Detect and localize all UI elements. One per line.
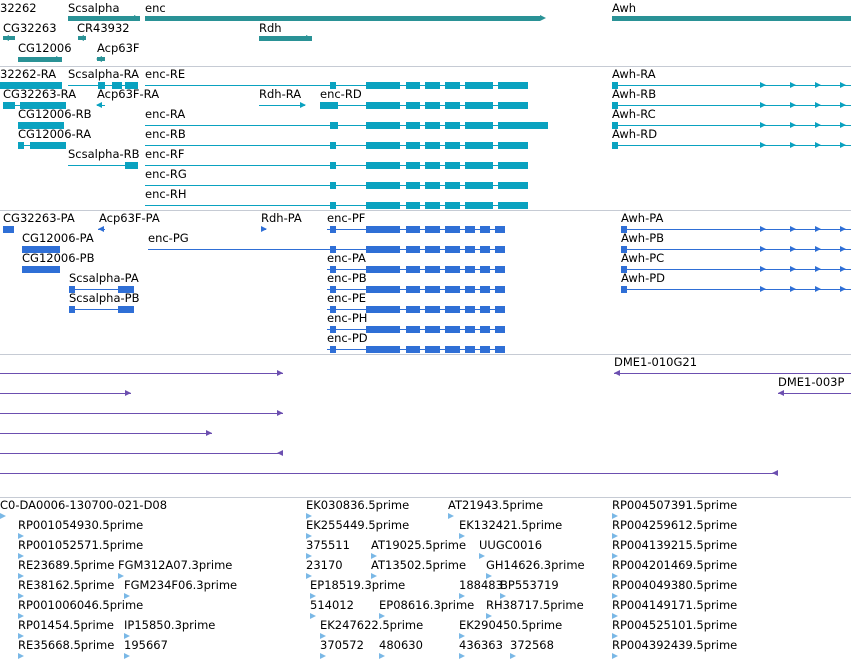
transcripts-label[interactable]: CG32263-RA bbox=[3, 87, 77, 101]
proteins-label[interactable]: Acp63F-PA bbox=[99, 211, 160, 225]
ests-label[interactable]: 514012 bbox=[310, 598, 354, 612]
ests-label[interactable]: RP004139215.5prime bbox=[612, 538, 738, 552]
transcripts-label[interactable]: enc-RD bbox=[320, 87, 362, 101]
transcripts-label[interactable]: CG12006-RB bbox=[18, 107, 92, 121]
ests-label[interactable]: AT19025.5prime bbox=[371, 538, 467, 552]
ests-label[interactable]: RP001006046.5prime bbox=[18, 598, 144, 612]
ests-label[interactable]: RP004049380.5prime bbox=[612, 578, 738, 592]
ests-label[interactable]: 436363 bbox=[459, 638, 503, 652]
proteins-label[interactable]: CG32263-PA bbox=[3, 211, 75, 225]
track-separator bbox=[0, 210, 851, 211]
ests-label[interactable]: EK132421.5prime bbox=[459, 518, 563, 532]
track-separator bbox=[0, 497, 851, 498]
ests-label[interactable]: EK247622.5prime bbox=[320, 618, 424, 632]
ests-label[interactable]: RP004507391.5prime bbox=[612, 498, 738, 512]
transcripts-label[interactable]: 32262-RA bbox=[0, 67, 57, 81]
proteins-label[interactable]: Awh-PC bbox=[621, 251, 665, 265]
proteins-label[interactable]: CG12006-PA bbox=[22, 231, 94, 245]
transcripts-label[interactable]: enc-RH bbox=[145, 187, 187, 201]
ests-label[interactable]: 372568 bbox=[510, 638, 554, 652]
transcripts-label[interactable]: Scsalpha-RA bbox=[68, 67, 140, 81]
ests-label[interactable]: GH14626.3prime bbox=[486, 558, 585, 572]
clones-label[interactable]: DME1-010G21 bbox=[614, 355, 698, 369]
ests-label[interactable]: RE35668.5prime bbox=[18, 638, 115, 652]
ests-label[interactable]: 370572 bbox=[320, 638, 364, 652]
transcripts-label[interactable]: Acp63F-RA bbox=[97, 87, 160, 101]
ests-label[interactable]: 375511 bbox=[306, 538, 350, 552]
ests-label[interactable]: EK255449.5prime bbox=[306, 518, 410, 532]
transcripts-label[interactable]: CG12006-RA bbox=[18, 127, 92, 141]
ests-label[interactable]: C0-DA0006-130700-021-D08 bbox=[0, 498, 168, 512]
proteins-label[interactable]: enc-PB bbox=[327, 271, 367, 285]
transcripts-label[interactable]: Awh-RB bbox=[612, 87, 657, 101]
ests-label[interactable]: 188483 bbox=[459, 578, 503, 592]
genes-label[interactable]: CG12006 bbox=[18, 41, 72, 55]
proteins-label[interactable]: CG12006-PB bbox=[22, 251, 95, 265]
genes-label[interactable]: enc bbox=[145, 1, 166, 15]
transcripts-label[interactable]: enc-RA bbox=[145, 107, 186, 121]
ests-label[interactable]: RP004201469.5prime bbox=[612, 558, 738, 572]
proteins-label[interactable]: Scsalpha-PA bbox=[69, 271, 139, 285]
transcripts-label[interactable]: Awh-RA bbox=[612, 67, 656, 81]
ests-label[interactable]: UUGC0016 bbox=[479, 538, 543, 552]
track-separator bbox=[0, 354, 851, 355]
transcripts-label[interactable]: enc-RG bbox=[145, 167, 187, 181]
genes-label[interactable]: CR43932 bbox=[77, 21, 130, 35]
ests-label[interactable]: AT21943.5prime bbox=[448, 498, 544, 512]
ests-label[interactable]: RE38162.5prime bbox=[18, 578, 115, 592]
genes-label[interactable]: Acp63F bbox=[97, 41, 140, 55]
proteins-label[interactable]: enc-PD bbox=[327, 331, 368, 345]
track-separator bbox=[0, 66, 851, 67]
transcripts-label[interactable]: Awh-RC bbox=[612, 107, 656, 121]
ests-label[interactable]: EK290450.5prime bbox=[459, 618, 563, 632]
ests-label[interactable]: 195667 bbox=[124, 638, 168, 652]
transcripts-label[interactable]: enc-RE bbox=[145, 67, 186, 81]
proteins-label[interactable]: enc-PH bbox=[327, 311, 368, 325]
ests-label[interactable]: IP15850.3prime bbox=[124, 618, 216, 632]
genes-label[interactable]: Scsalpha bbox=[68, 1, 120, 15]
transcripts-label[interactable]: enc-RB bbox=[145, 127, 186, 141]
genes-label[interactable]: 32262 bbox=[0, 1, 37, 15]
genes-label[interactable]: CG32263 bbox=[3, 21, 57, 35]
ests-label[interactable]: FGM312A07.3prime bbox=[118, 558, 233, 572]
ests-label[interactable]: FGM234F06.3prime bbox=[124, 578, 238, 592]
ests-label[interactable]: EP08616.3prime bbox=[379, 598, 475, 612]
proteins-label[interactable]: Awh-PB bbox=[621, 231, 665, 245]
genes-label[interactable]: Rdh bbox=[259, 21, 282, 35]
ests-label[interactable]: RP004392439.5prime bbox=[612, 638, 738, 652]
transcripts-label[interactable]: Awh-RD bbox=[612, 127, 658, 141]
clones-label[interactable]: DME1-003P bbox=[778, 375, 845, 389]
transcripts-label[interactable]: Rdh-RA bbox=[259, 87, 302, 101]
ests-label[interactable]: RP01454.5prime bbox=[18, 618, 114, 632]
ests-label[interactable]: BP553719 bbox=[500, 578, 559, 592]
genes-label[interactable]: Awh bbox=[612, 1, 637, 15]
ests-label[interactable]: RP001052571.5prime bbox=[18, 538, 144, 552]
proteins-label[interactable]: enc-PF bbox=[327, 211, 366, 225]
ests-label[interactable]: RP001054930.5prime bbox=[18, 518, 144, 532]
ests-label[interactable]: RE23689.5prime bbox=[18, 558, 115, 572]
ests-label[interactable]: EK030836.5prime bbox=[306, 498, 410, 512]
ests-label[interactable]: EP18519.3prime bbox=[310, 578, 406, 592]
proteins-label[interactable]: enc-PE bbox=[327, 291, 367, 305]
ests-label[interactable]: RP004149171.5prime bbox=[612, 598, 738, 612]
proteins-label[interactable]: enc-PA bbox=[327, 251, 366, 265]
proteins-label[interactable]: Scsalpha-PB bbox=[69, 291, 140, 305]
proteins-label[interactable]: Awh-PD bbox=[621, 271, 666, 285]
proteins-label[interactable]: enc-PG bbox=[148, 231, 189, 245]
transcripts-label[interactable]: enc-RF bbox=[145, 147, 185, 161]
proteins-label[interactable]: Awh-PA bbox=[621, 211, 664, 225]
proteins-label[interactable]: Rdh-PA bbox=[261, 211, 302, 225]
ests-label[interactable]: 23170 bbox=[306, 558, 343, 572]
transcripts-label[interactable]: Scsalpha-RB bbox=[68, 147, 140, 161]
ests-label[interactable]: RH38717.5prime bbox=[486, 598, 584, 612]
ests-label[interactable]: RP004259612.5prime bbox=[612, 518, 738, 532]
ests-label[interactable]: AT13502.5prime bbox=[371, 558, 467, 572]
ests-label[interactable]: 480630 bbox=[379, 638, 423, 652]
ests-label[interactable]: RP004525101.5prime bbox=[612, 618, 738, 632]
